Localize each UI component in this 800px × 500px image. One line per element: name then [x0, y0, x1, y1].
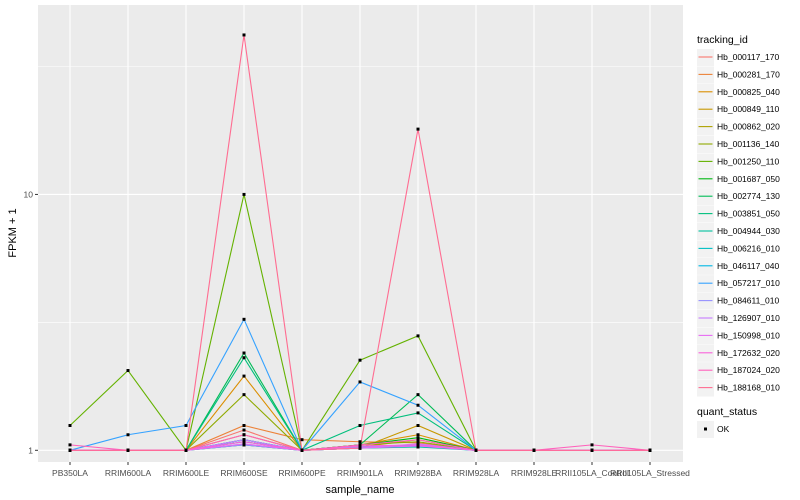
x-tick-label: RRIM928BA: [394, 468, 442, 478]
y-axis-title: FPKM + 1: [7, 208, 19, 257]
legend-label: Hb_150998_010: [717, 330, 780, 340]
data-point: [590, 448, 594, 452]
x-tick-label: RRIM928LA: [453, 468, 500, 478]
legend-label: Hb_057217_010: [717, 278, 780, 288]
x-tick-label: RRIM600PE: [278, 468, 326, 478]
data-point: [242, 374, 246, 378]
legend-label: Hb_000862_020: [717, 122, 780, 132]
legend-label: Hb_000849_110: [717, 104, 780, 114]
data-point: [68, 423, 72, 427]
legend-items: Hb_000117_170 Hb_000281_170 Hb_000825_040 H…: [697, 49, 780, 397]
legend-label: Hb_187024_020: [717, 365, 780, 375]
data-point: [242, 192, 246, 196]
data-point: [416, 127, 420, 131]
data-point: [242, 423, 246, 427]
data-point: [474, 448, 478, 452]
shape-legend-items: OK: [697, 421, 730, 438]
x-tick-label: PB350LA: [52, 468, 88, 478]
data-point: [416, 423, 420, 427]
legend-label: Hb_126907_010: [717, 313, 780, 323]
data-point: [184, 448, 188, 452]
y-tick-label: 1: [28, 445, 33, 455]
data-point: [416, 436, 420, 440]
legend-label: Hb_001136_140: [717, 139, 780, 149]
data-point: [68, 448, 72, 452]
x-tick-label: RRIM600SE: [220, 468, 268, 478]
x-tick-label: RRIM600LE: [163, 468, 210, 478]
shape-legend-key: [704, 427, 707, 431]
y-tick-label: 10: [24, 189, 34, 199]
data-point: [416, 440, 420, 444]
legend-label: Hb_004944_030: [717, 226, 780, 236]
data-point: [242, 393, 246, 397]
data-point: [242, 356, 246, 360]
data-point: [358, 358, 362, 362]
data-point: [358, 443, 362, 447]
legend-label: Hb_084611_010: [717, 296, 780, 306]
data-point: [416, 393, 420, 397]
data-point: [300, 438, 304, 442]
data-point: [416, 443, 420, 447]
data-point: [126, 433, 130, 437]
x-tick-label: RRIM901LA: [337, 468, 384, 478]
data-point: [358, 380, 362, 384]
legend: tracking_id Hb_000117_170Hb_000281_170Hb…: [697, 34, 780, 438]
data-point: [184, 423, 188, 427]
data-points: [68, 33, 652, 452]
data-point: [68, 443, 72, 447]
data-point: [242, 440, 246, 444]
data-point: [242, 351, 246, 355]
data-point: [242, 438, 246, 442]
x-tick-label: RRII105LA_Stressed: [610, 468, 690, 478]
legend-label: Hb_000825_040: [717, 87, 780, 97]
data-point: [358, 440, 362, 444]
data-point: [416, 438, 420, 442]
data-point: [242, 317, 246, 321]
data-point: [300, 448, 304, 452]
data-point: [242, 442, 246, 446]
data-point: [242, 33, 246, 37]
shape-legend-title: quant_status: [697, 406, 757, 418]
legend-label: Hb_001687_050: [717, 174, 780, 184]
legend-label: Hb_172632_020: [717, 348, 780, 358]
data-point: [358, 446, 362, 450]
legend-label: Hb_001250_110: [717, 156, 780, 166]
x-axis-title: sample_name: [325, 484, 394, 496]
legend-label: Hb_003851_050: [717, 209, 780, 219]
legend-label: Hb_002774_130: [717, 191, 780, 201]
x-tick-label: RRIM928LE: [511, 468, 558, 478]
legend-label: Hb_000281_170: [717, 69, 780, 79]
data-point: [648, 448, 652, 452]
data-point: [416, 334, 420, 338]
data-point: [242, 428, 246, 432]
data-point: [126, 448, 130, 452]
legend-label: Hb_006216_010: [717, 243, 780, 253]
data-point: [242, 433, 246, 437]
axes: 1 10 PB350LA RRIM600LA RRIM600LE RRIM600SE RRI…: [24, 189, 691, 478]
data-point: [358, 423, 362, 427]
x-tick-label: RRII105LA_Control: [555, 468, 629, 478]
legend-label: Hb_000117_170: [717, 52, 780, 62]
data-point: [416, 411, 420, 415]
data-point: [416, 403, 420, 407]
legend-label: Hb_188168_010: [717, 383, 780, 393]
legend-label: Hb_046117_040: [717, 261, 780, 271]
shape-legend-label: OK: [717, 424, 730, 434]
data-point: [416, 433, 420, 437]
data-point: [590, 443, 594, 447]
data-point: [126, 369, 130, 373]
x-tick-label: RRIM600LA: [105, 468, 152, 478]
legend-title: tracking_id: [697, 34, 748, 46]
data-point: [532, 448, 536, 452]
